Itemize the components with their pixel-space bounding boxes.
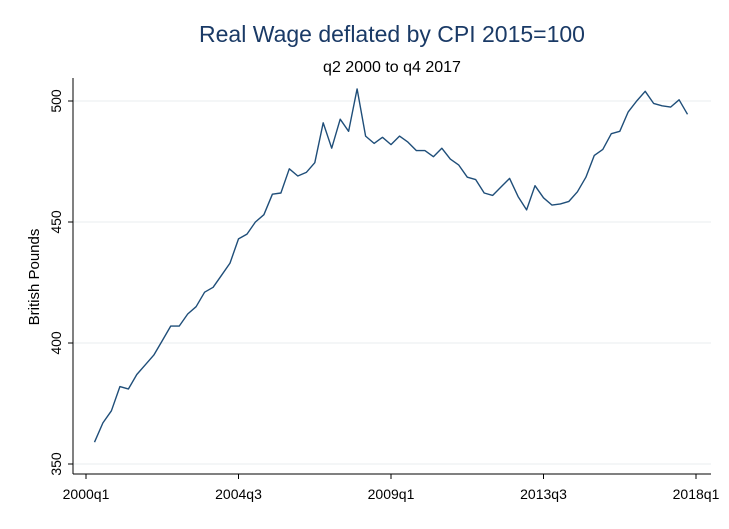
y-tick-label: 450 xyxy=(48,210,64,234)
chart-subtitle: q2 2000 to q4 2017 xyxy=(323,59,461,76)
y-tick-label: 400 xyxy=(48,331,64,355)
plot-area: 350 400 450 500 2000q1 2004q3 2009q1 2013q3 2018… xyxy=(48,78,720,502)
y-tick-label: 350 xyxy=(48,452,64,476)
x-tick-label: 2013q3 xyxy=(520,486,567,502)
x-tick-label: 2004q3 xyxy=(215,486,262,502)
y-axis-title: British Pounds xyxy=(26,229,43,326)
x-tick-label: 2009q1 xyxy=(368,486,415,502)
series-line-0 xyxy=(93,88,689,443)
y-tick-label: 500 xyxy=(48,89,64,113)
x-tick-label: 2018q1 xyxy=(673,486,720,502)
x-tick-label: 2000q1 xyxy=(63,486,110,502)
chart-title: Real Wage deflated by CPI 2015=100 xyxy=(199,21,585,47)
